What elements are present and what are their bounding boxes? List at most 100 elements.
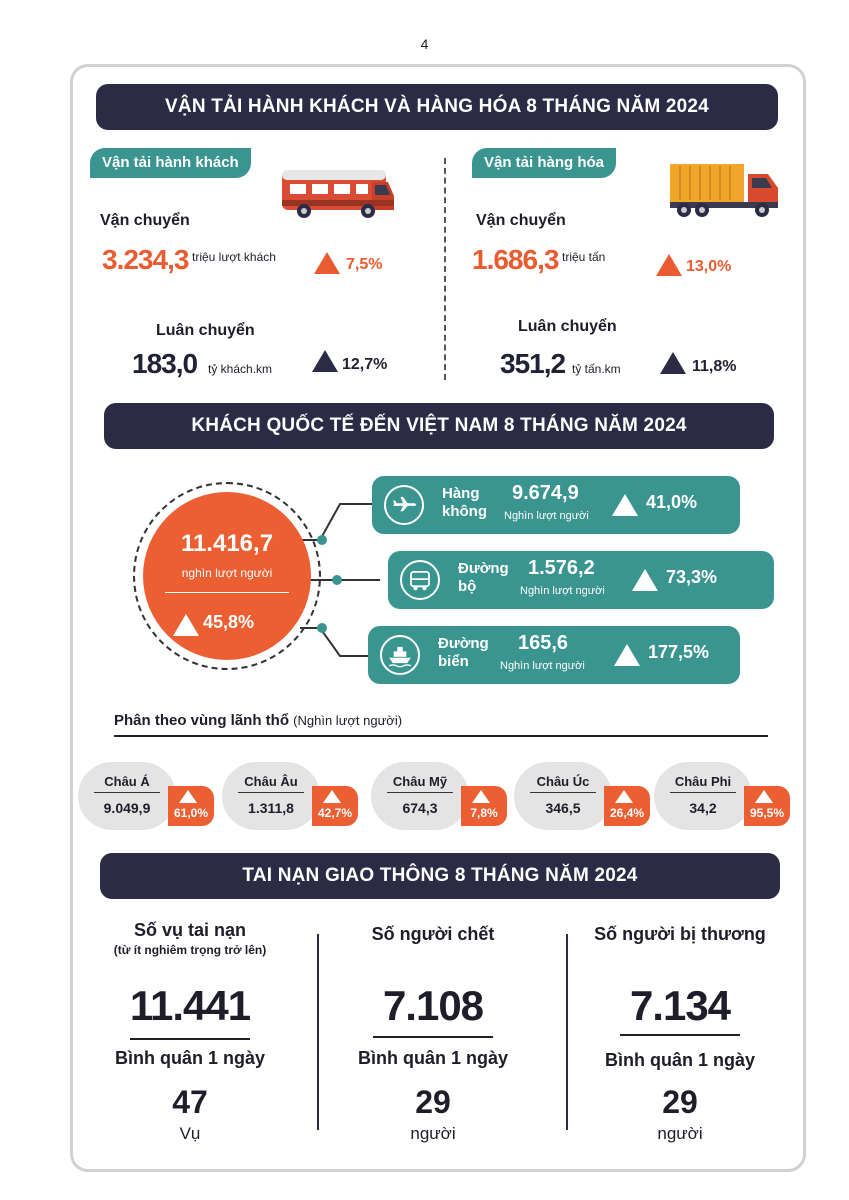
deaths-heading: Số người chết — [371, 924, 495, 944]
mode-road-card: Đường bộ 1.576,2 Nghìn lượt người 73,3% — [388, 551, 774, 609]
region-value: 9.049,9 — [103, 800, 151, 816]
content-frame — [70, 64, 806, 1172]
accident-count-column: Số vụ tai nạn (từ ít nghiêm trọng trở lê… — [90, 920, 290, 1143]
region-value: 1.311,8 — [248, 800, 294, 816]
up-triangle-icon — [314, 252, 340, 274]
deaths-column: Số người chết 7.108 Bình quân 1 ngày 29 … — [333, 920, 533, 1143]
region-value: 34,2 — [689, 800, 717, 816]
accident-avg-label: Bình quân 1 ngày — [114, 1048, 265, 1068]
total-visitors-circle: 11.416,7 nghìn lượt người 45,8% — [143, 492, 311, 660]
region-name: Châu Âu — [244, 774, 298, 789]
region-pct: 26,4% — [609, 806, 645, 820]
up-triangle-icon — [323, 790, 341, 803]
passenger-rotation-label: Luân chuyển — [156, 322, 255, 339]
region-america: Châu Mỹ 674,3 7,8% — [371, 762, 507, 830]
region-pct: 42,7% — [317, 806, 353, 820]
region-oceania: Châu Úc 346,5 26,4% — [514, 762, 650, 830]
deaths-avg-label: Bình quân 1 ngày — [357, 1048, 508, 1068]
total-visitors-value: 11.416,7 — [180, 530, 274, 557]
passenger-transport-label: Vận chuyển — [100, 212, 190, 229]
passenger-rotation-value: 183,0 — [132, 348, 198, 379]
injured-value: 7.134 — [629, 982, 731, 1029]
connector-dot — [317, 535, 327, 545]
region-name: Châu Mỹ — [392, 774, 448, 789]
column-divider — [566, 934, 568, 1130]
mode-road-pct: 73,3% — [666, 567, 718, 587]
up-triangle-icon — [614, 644, 640, 666]
total-visitors-pct: 45,8% — [203, 612, 255, 632]
freight-tag: Vận tải hàng hóa — [472, 148, 617, 178]
passenger-transport-unit: triệu lượt khách — [192, 250, 276, 264]
region-underline — [114, 735, 768, 737]
bus-icon — [282, 170, 394, 218]
freight-rotation-pct: 11,8% — [692, 358, 737, 375]
region-name: Châu Úc — [536, 774, 590, 789]
up-triangle-icon — [656, 254, 682, 276]
accident-count-value: 11.441 — [129, 982, 251, 1029]
region-value: 674,3 — [402, 800, 438, 816]
region-name: Châu Phi — [674, 774, 732, 789]
mode-air-unit: Nghìn lượt người — [504, 510, 589, 522]
column-divider — [317, 934, 319, 1130]
mode-road-name: Đường bộ — [458, 560, 509, 595]
passenger-transport-value: 3.234,3 — [102, 244, 189, 275]
mode-air-value: 9.674,9 — [512, 482, 579, 504]
accident-count-heading: Số vụ tai nạn — [133, 920, 247, 940]
deaths-value: 7.108 — [382, 982, 484, 1029]
mode-air-card: Hàng không 9.674,9 Nghìn lượt người 41,0% — [372, 476, 740, 534]
mode-air-name: Hàng không — [442, 485, 487, 520]
up-triangle-icon — [660, 352, 686, 374]
up-triangle-icon — [612, 494, 638, 516]
region-africa: Châu Phi 34,2 95,5% — [654, 762, 790, 830]
freight-rotation-label: Luân chuyển — [518, 318, 617, 335]
mode-sea-value: 165,6 — [518, 632, 569, 654]
circle-divider — [165, 592, 289, 593]
section1-divider — [444, 158, 446, 380]
total-visitors-unit: nghìn lượt người — [181, 566, 273, 580]
accident-count-subheading: (từ ít nghiêm trọng trở lên) — [113, 943, 267, 957]
up-triangle-icon — [179, 790, 197, 803]
page-number: 4 — [420, 36, 429, 52]
freight-transport-pct: 13,0% — [686, 258, 732, 275]
airplane-icon — [384, 485, 424, 525]
up-triangle-icon — [632, 569, 658, 591]
truck-icon — [670, 164, 778, 217]
passenger-tag: Vận tải hành khách — [90, 148, 251, 178]
mode-air-pct: 41,0% — [646, 492, 698, 512]
region-pct: 61,0% — [173, 806, 209, 820]
accident-avg-unit: Vụ — [179, 1124, 201, 1143]
up-triangle-icon — [472, 790, 490, 803]
mode-sea-pct: 177,5% — [648, 642, 710, 662]
region-pct: 95,5% — [749, 806, 785, 820]
deaths-avg-value: 29 — [415, 1084, 451, 1120]
accident-avg-value: 47 — [172, 1084, 208, 1120]
up-triangle-icon — [312, 350, 338, 372]
passenger-rotation-unit: tỷ khách.km — [208, 362, 273, 376]
freight-transport-value: 1.686,3 — [472, 244, 559, 275]
mode-sea-unit: Nghìn lượt người — [500, 660, 585, 672]
passenger-rotation-pct: 12,7% — [342, 356, 388, 373]
region-title: Phân theo vùng lãnh thổ (Nghìn lượt ngườ… — [114, 712, 403, 729]
up-triangle-icon — [173, 614, 199, 636]
region-pct: 7,8% — [470, 806, 498, 820]
freight-transport-unit: triệu tấn — [562, 250, 606, 264]
region-asia: Châu Á 9.049,9 61,0% — [78, 762, 214, 830]
freight-transport-label: Vận chuyển — [476, 212, 566, 229]
injured-avg-label: Bình quân 1 ngày — [604, 1050, 755, 1070]
up-triangle-icon — [755, 790, 773, 803]
section1-title: VẬN TẢI HÀNH KHÁCH VÀ HÀNG HÓA 8 THÁNG N… — [96, 84, 778, 130]
injured-avg-value: 29 — [662, 1084, 698, 1120]
injured-heading: Số người bị thương — [594, 924, 766, 944]
up-triangle-icon — [615, 790, 633, 803]
passenger-transport-pct: 7,5% — [346, 256, 383, 273]
connector-dot — [317, 623, 327, 633]
freight-rotation-unit: tỷ tấn.km — [572, 362, 621, 376]
section2-title: KHÁCH QUỐC TẾ ĐẾN VIỆT NAM 8 THÁNG NĂM 2… — [104, 403, 774, 449]
ship-icon — [380, 635, 420, 675]
freight-rotation-value: 351,2 — [500, 348, 566, 379]
section3-title: TAI NẠN GIAO THÔNG 8 THÁNG NĂM 2024 — [100, 853, 780, 899]
mode-sea-name: Đường biển — [438, 635, 489, 670]
region-value: 346,5 — [545, 800, 581, 816]
region-europe: Châu Âu 1.311,8 42,7% — [222, 762, 358, 830]
injured-column: Số người bị thương 7.134 Bình quân 1 ngà… — [580, 920, 780, 1143]
